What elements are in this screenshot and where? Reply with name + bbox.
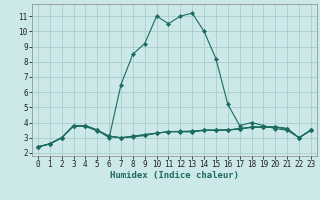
X-axis label: Humidex (Indice chaleur): Humidex (Indice chaleur)	[110, 171, 239, 180]
